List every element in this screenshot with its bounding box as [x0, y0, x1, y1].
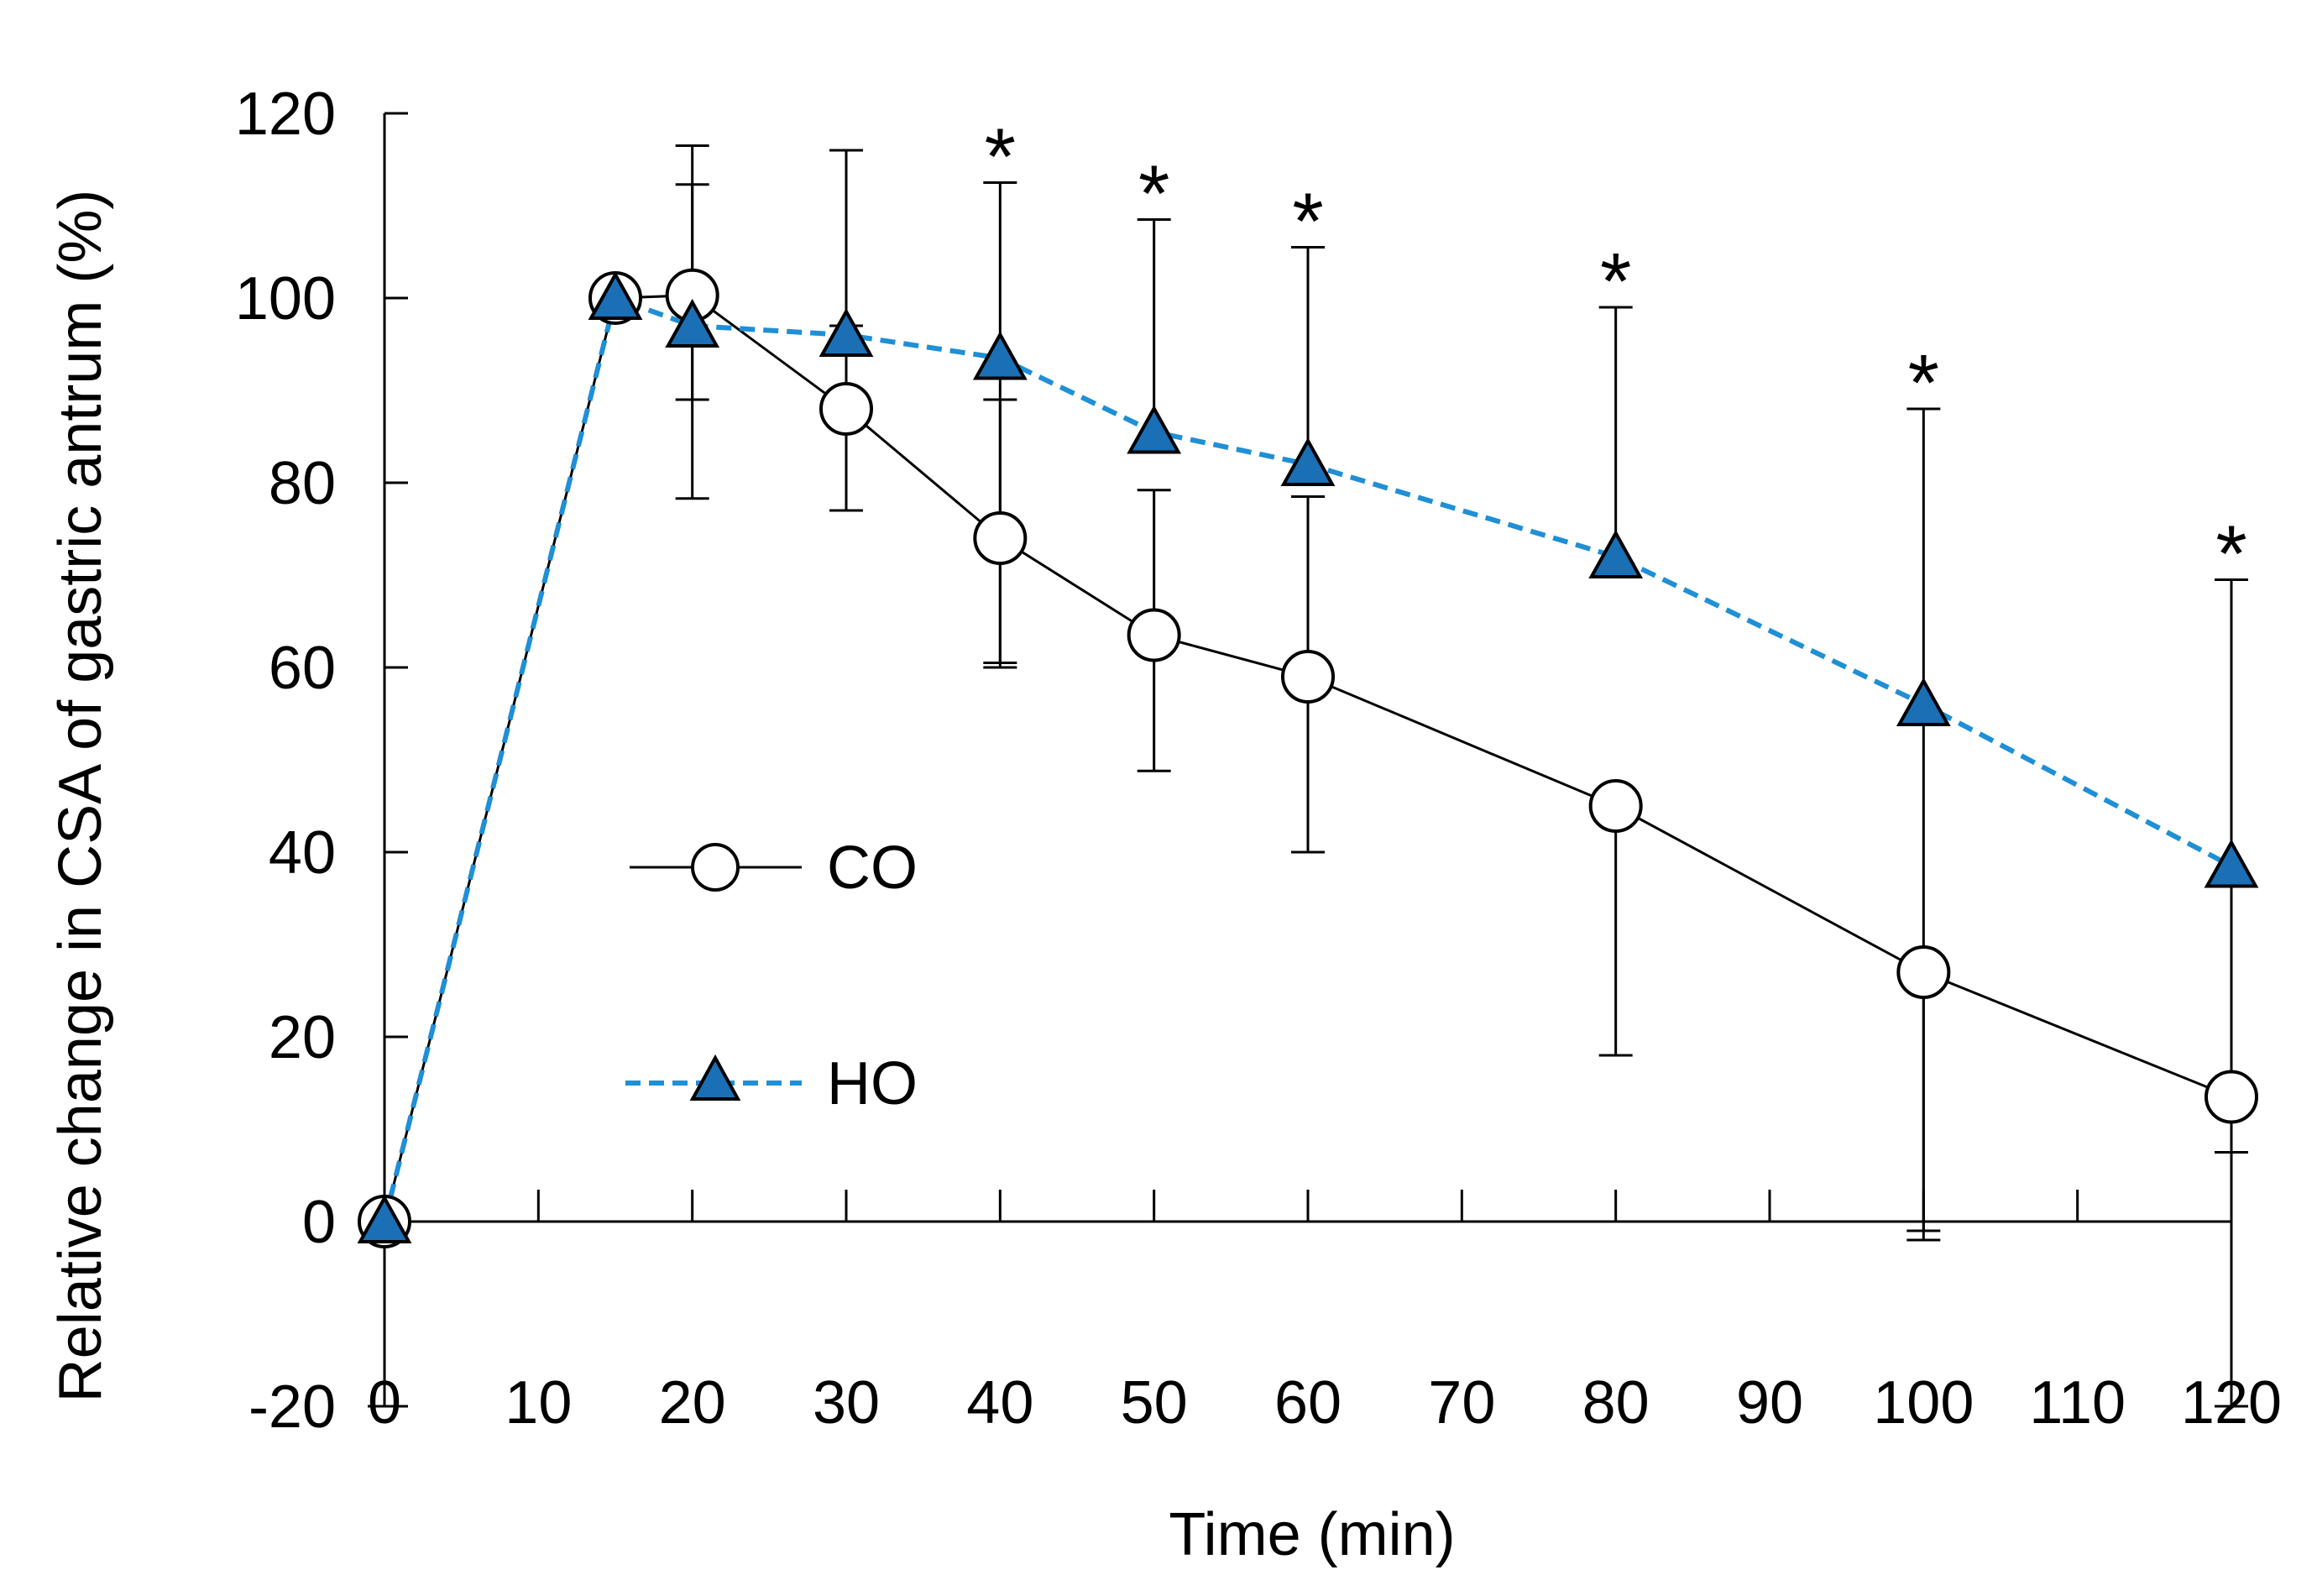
legend-label-co: CO — [827, 835, 918, 902]
legend-swatch-co-marker — [691, 843, 740, 892]
data-point-co — [973, 511, 1028, 565]
x-tick-label: 10 — [505, 1369, 572, 1436]
data-point-ho — [1896, 677, 1951, 726]
y-tick-label: 100 — [235, 265, 336, 332]
significance-star: * — [1292, 177, 1323, 267]
data-point-ho — [1280, 437, 1336, 486]
legend-label-ho: HO — [827, 1050, 918, 1117]
x-tick-label: 60 — [1274, 1369, 1342, 1436]
x-tick-label: 20 — [659, 1369, 726, 1436]
y-tick-label: 60 — [269, 635, 336, 702]
y-tick-label: -20 — [248, 1374, 336, 1441]
data-point-ho — [588, 270, 643, 320]
y-axis-title: Relative change in CSA of gastric antrum… — [47, 190, 114, 1403]
significance-annotations: * * * * * * — [985, 113, 2247, 599]
significance-star: * — [1908, 338, 1939, 428]
x-tick-label: 110 — [2029, 1369, 2126, 1436]
data-point-ho — [665, 298, 720, 348]
x-tick-label: 70 — [1428, 1369, 1495, 1436]
y-tick-label: 80 — [269, 450, 336, 517]
x-tick-label: 50 — [1121, 1369, 1188, 1436]
series-lines — [382, 294, 2233, 1222]
series-line-ho — [382, 295, 2233, 1222]
data-point-co — [1281, 650, 1335, 704]
y-tick-label: 120 — [235, 81, 336, 148]
legend: CO HO — [625, 835, 918, 1117]
legend-item-co: CO — [630, 835, 918, 902]
error-bars — [368, 144, 2248, 1408]
x-tick-label: 40 — [966, 1369, 1033, 1436]
data-point-co — [819, 382, 873, 436]
y-tick-label: 40 — [269, 819, 336, 887]
data-point-ho — [1588, 529, 1644, 578]
data-point-ho — [1127, 405, 1182, 454]
legend-swatch-ho-marker — [689, 1054, 741, 1101]
data-point-co — [1896, 945, 1951, 999]
data-point-ho — [972, 331, 1028, 380]
x-tick-label: 90 — [1736, 1369, 1803, 1436]
significance-star: * — [2215, 510, 2246, 599]
data-point-ho — [819, 307, 874, 357]
significance-star: * — [1600, 237, 1631, 327]
legend-item-ho: HO — [625, 1050, 918, 1117]
data-point-ho — [357, 1194, 412, 1243]
significance-star: * — [1138, 149, 1169, 239]
significance-star: * — [985, 113, 1016, 202]
y-tick-label: 20 — [269, 1004, 336, 1071]
series-markers — [357, 268, 2259, 1248]
x-tick-label: 80 — [1582, 1369, 1650, 1436]
x-tick-label: 30 — [813, 1369, 880, 1436]
data-point-ho — [2204, 839, 2259, 888]
data-point-co — [1127, 608, 1181, 662]
y-tick-label: 0 — [302, 1189, 336, 1256]
series-line-co — [383, 294, 2232, 1222]
x-axis-title: Time (min) — [1169, 1501, 1455, 1568]
data-point-co — [2205, 1070, 2258, 1124]
x-tick-label: 100 — [1873, 1369, 1974, 1436]
data-point-co — [1588, 779, 1643, 833]
